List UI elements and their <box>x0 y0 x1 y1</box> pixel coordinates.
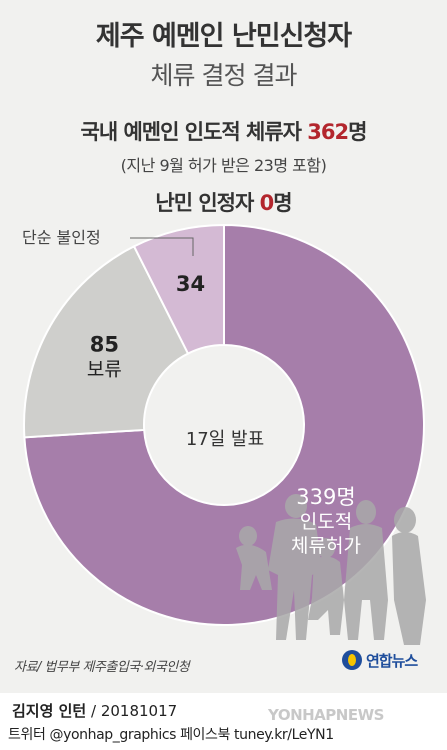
stat-refugee-recognized: 난민 인정자 0명 <box>0 187 447 217</box>
author-name: 김지영 인턴 <box>12 702 87 720</box>
source-note: 자료/ 법무부 제주출입국·외국인청 <box>14 660 190 675</box>
donut-slice-1 <box>23 245 190 439</box>
callout-line <box>130 237 194 256</box>
donut-center-label: 17일 발표 <box>186 429 264 450</box>
stat-refugee-unit: 명 <box>273 191 292 215</box>
slice-label-0-0: 339명 <box>296 485 355 509</box>
slice-label-1-1: 보류 <box>87 358 122 380</box>
watermark: YONHAPNEWS <box>268 706 384 724</box>
stat-humanitarian-unit: 명 <box>348 120 367 144</box>
stat-refugee-label: 난민 인정자 <box>155 191 260 215</box>
slice-label-2-0: 34 <box>176 272 205 296</box>
stat-humanitarian-stay: 국내 예멘인 인도적 체류자 362명 <box>0 116 447 146</box>
callout-label: 단순 불인정 <box>22 228 101 247</box>
slice-label-1-0: 85 <box>90 332 119 356</box>
donut-slice-0 <box>23 223 425 626</box>
yonhap-logo-text: 연합뉴스 <box>366 651 418 670</box>
yonhap-logo-icon <box>342 650 362 670</box>
silhouette-people-icon <box>236 494 426 645</box>
chart-subtitle: 체류 결정 결과 <box>150 61 298 90</box>
author-credit: 김지영 인턴 / 20181017 <box>12 700 177 721</box>
social-links: 트위터 @yonhap_graphics 페이스북 tuney.kr/LeYN1 <box>8 727 334 743</box>
yonhap-logo: 연합뉴스 <box>342 648 418 672</box>
slice-label-0-1: 인도적 <box>300 511 352 533</box>
stat-note: (지난 9월 허가 받은 23명 포함) <box>120 156 327 175</box>
stat-humanitarian-value: 362 <box>307 120 349 144</box>
stat-humanitarian-label: 국내 예멘인 인도적 체류자 <box>80 120 308 144</box>
chart-title: 제주 예멘인 난민신청자 <box>95 21 352 52</box>
stat-refugee-value: 0 <box>259 191 275 215</box>
donut-slice-2 <box>132 223 225 355</box>
publish-date: / 20181017 <box>91 702 178 720</box>
slice-label-0-2: 체류허가 <box>291 535 361 557</box>
